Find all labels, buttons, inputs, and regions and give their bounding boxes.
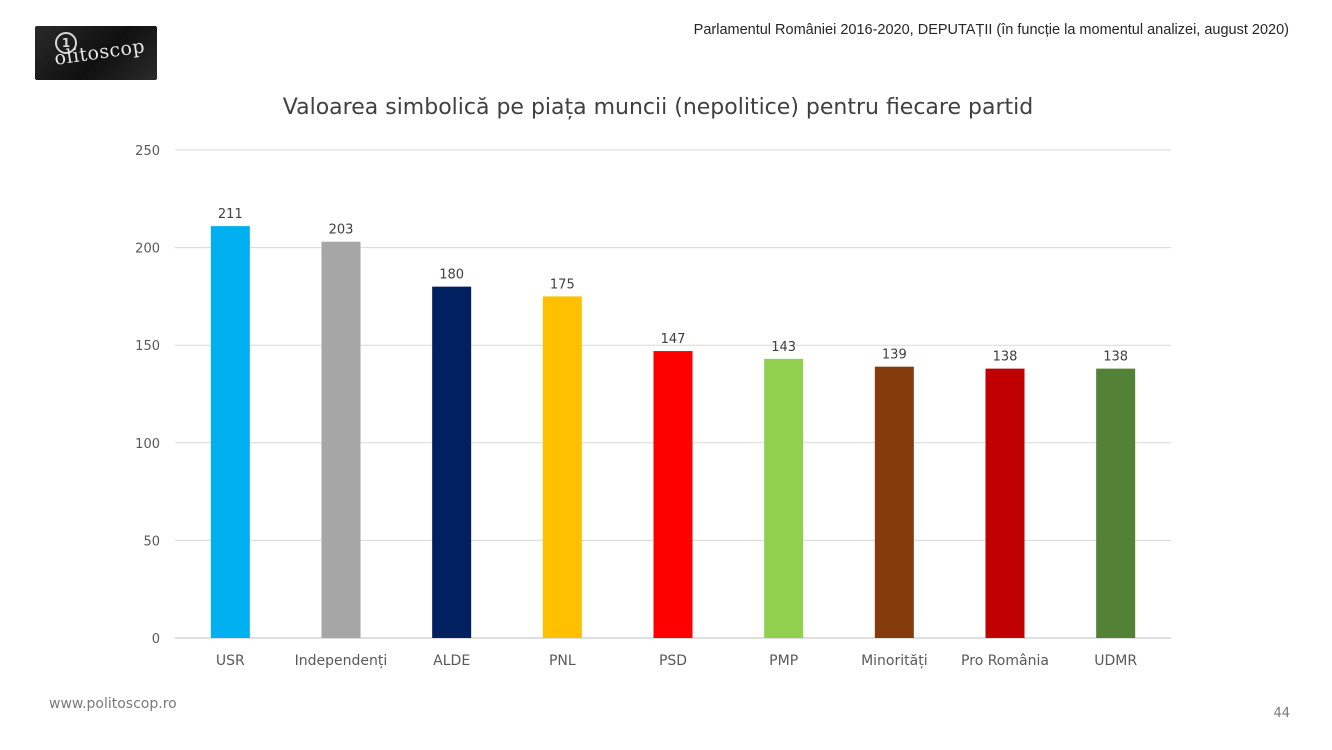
- bar-usr: [210, 226, 250, 639]
- y-axis-ticks: 0 50 100 150 200 250: [135, 144, 160, 647]
- y-tick-label: 200: [135, 242, 160, 257]
- politoscop-logo: 1 olitoscop: [35, 26, 157, 80]
- x-tick-label: UDMR: [1094, 653, 1137, 669]
- x-tick-label: Independenți: [295, 653, 388, 669]
- x-tick-label: PNL: [549, 653, 576, 669]
- y-tick-label: 250: [135, 144, 160, 159]
- y-tick-label: 100: [135, 437, 160, 452]
- bar-value-label: 138: [1103, 350, 1128, 365]
- data-labels: 211 203 180 175 147 143 139 138 138: [218, 207, 1128, 364]
- bar-value-label: 139: [882, 348, 907, 363]
- x-tick-label: Minorități: [861, 653, 928, 669]
- x-tick-label: Pro România: [961, 653, 1049, 669]
- x-tick-label: PMP: [769, 653, 798, 669]
- bar-alde: [432, 286, 472, 638]
- bar-minorități: [874, 366, 914, 638]
- bar-value-label: 147: [661, 332, 686, 347]
- bars: [210, 226, 1136, 639]
- bar-value-label: 143: [771, 340, 796, 355]
- y-tick-label: 150: [135, 339, 160, 354]
- bar-pro-românia: [985, 368, 1025, 638]
- bar-value-label: 203: [329, 223, 354, 238]
- logo-mark-icon: 1: [55, 32, 77, 54]
- x-axis-ticks: USR Independenți ALDE PNL PSD PMP Minorități Pr…: [216, 653, 1137, 669]
- bar-psd: [653, 351, 693, 638]
- bar-value-label: 180: [439, 268, 464, 283]
- chart-title: Valoarea simbolică pe piața muncii (nepo…: [283, 95, 1033, 120]
- footer-url[interactable]: www.politoscop.ro: [49, 696, 177, 712]
- bar-value-label: 175: [550, 277, 575, 292]
- y-tick-label: 50: [143, 534, 160, 549]
- bar-value-label: 138: [993, 350, 1018, 365]
- bar-pmp: [764, 358, 804, 638]
- x-tick-label: USR: [216, 653, 245, 669]
- bar-independenți: [321, 241, 361, 638]
- bar-pnl: [542, 296, 582, 638]
- x-tick-label: PSD: [659, 653, 687, 669]
- bar-value-label: 211: [218, 207, 243, 222]
- x-tick-label: ALDE: [433, 653, 470, 669]
- page-number: 44: [1273, 706, 1290, 721]
- bar-udmr: [1096, 368, 1136, 638]
- y-tick-label: 0: [152, 632, 160, 647]
- context-line: Parlamentul României 2016-2020, DEPUTAȚI…: [693, 22, 1289, 38]
